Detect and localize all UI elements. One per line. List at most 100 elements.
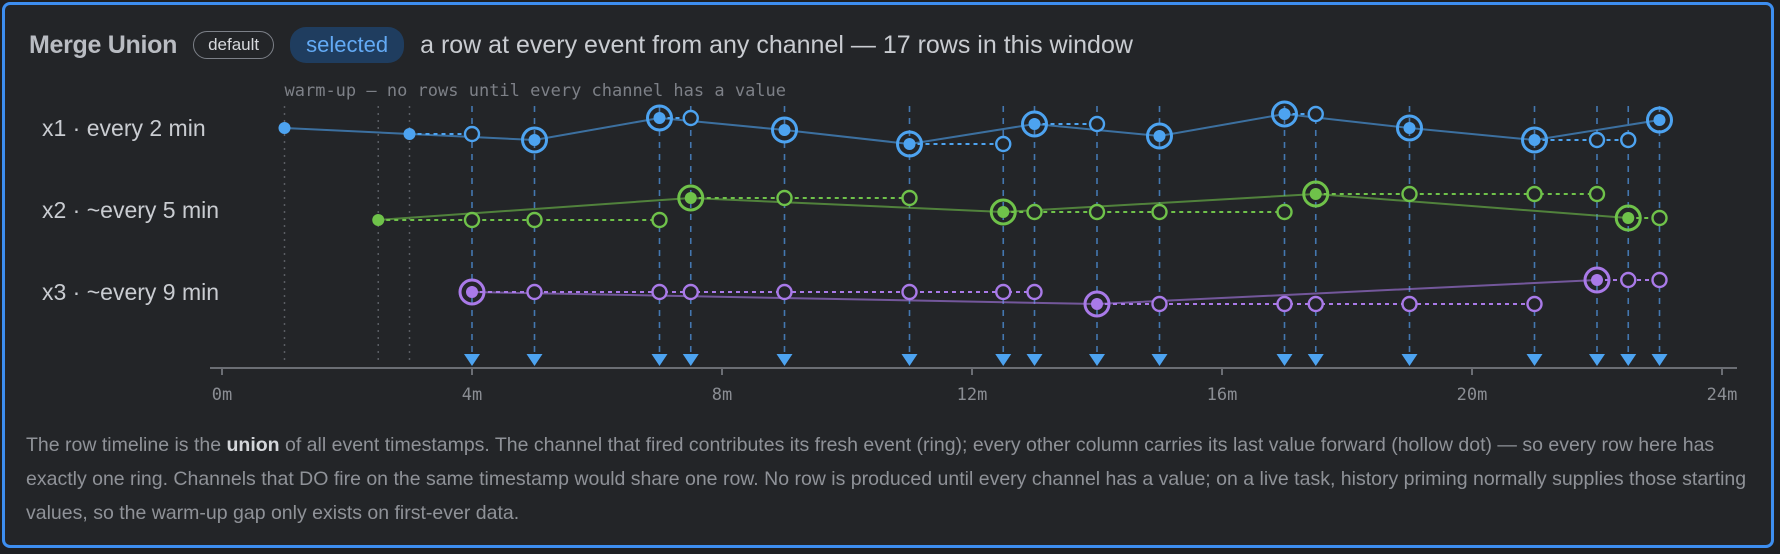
description-lead: The row timeline is the — [26, 434, 227, 456]
fresh-event-dot — [466, 286, 478, 298]
fresh-event-ring — [1302, 180, 1330, 208]
warmup-event-dot — [278, 122, 291, 134]
fresh-event-dot — [1528, 134, 1541, 146]
description: The row timeline is the union of all eve… — [26, 428, 1756, 530]
axis-tick-label: 0m — [212, 385, 232, 405]
fresh-event-ring — [1271, 100, 1298, 128]
carried-value-dot — [1026, 283, 1043, 301]
carried-value-dot — [1307, 295, 1324, 313]
carried-value-dot — [1651, 271, 1668, 289]
carried-value-dot — [1620, 271, 1637, 289]
panel-subtitle: a row at every event from any channel — … — [420, 30, 1133, 59]
fresh-event-ring — [677, 184, 705, 212]
row-marker — [1526, 354, 1543, 366]
axis-tick-label: 4m — [462, 385, 482, 405]
row-marker — [1589, 354, 1605, 366]
fresh-event-ring — [1021, 110, 1048, 138]
carried-value-dot — [1276, 203, 1293, 221]
row-marker — [901, 354, 918, 366]
carried-value-dot — [463, 125, 481, 143]
fresh-event-ring — [521, 126, 548, 154]
series-line-x1 — [284, 112, 1660, 146]
fresh-event-dot — [997, 206, 1010, 218]
description-rest: of all event timestamps. The channel tha… — [26, 434, 1747, 524]
time-axis: 0m 4m 8m 12m 16m 20m 24m — [210, 354, 1737, 405]
carried-value-dot — [776, 283, 793, 301]
carried-value-dot — [1088, 203, 1106, 221]
channel-lane-x1: x1 · every 2 min — [42, 100, 1673, 158]
fresh-event-ring — [1083, 290, 1111, 318]
warmup-label: warm-up — no rows until every channel ha… — [285, 81, 787, 101]
carried-value-dot — [1307, 105, 1324, 123]
fresh-event-dot — [1153, 130, 1166, 142]
fresh-event-dot — [684, 192, 697, 204]
grid-lines — [283, 106, 1661, 364]
row-marker — [1307, 354, 1324, 366]
fresh-event-dot — [1591, 274, 1603, 286]
row-marker — [526, 354, 543, 366]
carried-value-dot — [1276, 295, 1293, 313]
selected-chip[interactable]: selected — [290, 27, 405, 63]
channel-lane-x2: x2 · ~every 5 min — [42, 180, 1668, 232]
carried-value-dot — [1151, 203, 1168, 221]
fresh-event-ring — [989, 198, 1017, 226]
fresh-event-dot — [903, 138, 916, 150]
row-marker — [1151, 354, 1168, 366]
carried-value-dot — [995, 283, 1012, 301]
axis-tick-label: 24m — [1707, 385, 1738, 405]
channel-lane-x3: x3 · ~every 9 min — [42, 266, 1668, 318]
carried-value-dot — [1620, 131, 1637, 149]
carried-value-dot — [995, 135, 1012, 153]
row-marker — [651, 354, 668, 366]
fresh-event-dot — [778, 124, 791, 136]
carried-value-dot — [1401, 295, 1418, 313]
fresh-event-dot — [1091, 298, 1103, 310]
carried-value-dot — [526, 211, 543, 229]
fresh-event-ring — [771, 116, 798, 144]
carried-value-dot — [1526, 295, 1543, 313]
row-marker — [776, 354, 793, 366]
default-chip[interactable]: default — [193, 31, 275, 59]
carried-value-dot — [1088, 115, 1106, 133]
axis-tick-label: 8m — [712, 385, 732, 405]
axis-tick-label: 20m — [1457, 385, 1488, 405]
row-marker — [1651, 354, 1668, 366]
carried-value-dot — [463, 211, 481, 229]
fresh-event-dot — [1028, 118, 1041, 130]
row-marker — [1026, 354, 1043, 366]
description-emphasis: union — [226, 434, 280, 456]
row-marker — [464, 354, 480, 366]
warmup-event-dot — [403, 128, 416, 140]
fresh-event-dot — [1653, 114, 1666, 126]
fresh-event-ring — [1396, 114, 1423, 142]
carried-value-dot — [1588, 131, 1606, 149]
fresh-event-dot — [1403, 122, 1416, 134]
channel-label-x3: x3 · ~every 9 min — [42, 279, 219, 305]
carried-value-dot — [682, 283, 699, 301]
carried-value-dot — [1651, 209, 1668, 227]
fresh-event-ring — [646, 104, 673, 132]
fresh-event-ring — [458, 278, 486, 306]
channel-label-x1: x1 · every 2 min — [42, 115, 206, 141]
fresh-event-ring — [1646, 106, 1673, 134]
fresh-event-ring — [1583, 266, 1611, 294]
carried-value-dot — [1401, 185, 1418, 203]
carried-value-dot — [682, 109, 699, 127]
channel-label-x2: x2 · ~every 5 min — [42, 197, 219, 223]
carried-value-dot — [901, 283, 918, 301]
carried-value-dot — [1151, 295, 1168, 313]
fresh-event-ring — [896, 130, 923, 158]
warmup-event-dot — [372, 214, 385, 226]
panel-title: Merge Union — [29, 30, 178, 59]
fresh-event-ring — [1614, 204, 1642, 232]
fresh-event-dot — [1622, 212, 1635, 224]
carried-value-dot — [1526, 185, 1543, 203]
row-marker — [1401, 354, 1418, 366]
row-marker — [995, 354, 1012, 366]
axis-tick-label: 16m — [1207, 385, 1238, 405]
carried-value-dot — [526, 283, 543, 301]
fresh-event-ring — [1521, 126, 1548, 154]
row-marker — [1089, 354, 1105, 366]
